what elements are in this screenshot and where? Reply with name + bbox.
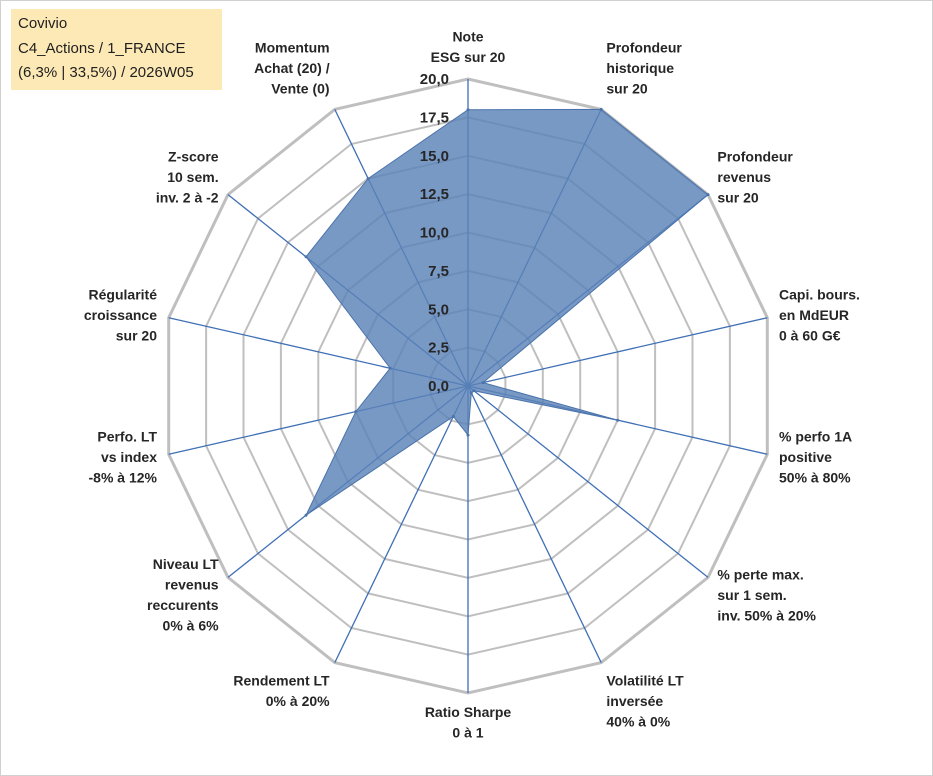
data-point [599,107,603,111]
axis-label-group: % perfo 1A positive 50% à 80% [779,429,852,486]
tick-label: 15,0 [420,148,449,165]
axis-label: % perfo 1A [779,429,852,445]
axis-label-group: Régularité croissance sur 20 [84,287,157,344]
legend-stats: (6,3% | 33,5%) / 2026W05 [18,64,194,81]
axis-label: Note [452,29,483,45]
tick-label: 20,0 [420,71,449,88]
axis-label: inversée [606,693,663,709]
axis-label-group: Ratio Sharpe 0 à 1 [425,704,512,741]
axis-label: 0 à 1 [452,725,483,741]
axis-label: inv. 2 à -2 [156,190,219,206]
tick-label: 12,5 [420,186,449,203]
axis-label: Vente (0) [271,81,329,97]
axis-label-group: Profondeur historique sur 20 [606,40,682,97]
axis-label-group: Perfo. LT vs index -8% à 12% [89,429,158,486]
axis-label-group: % perte max. sur 1 sem. inv. 50% à 20% [717,566,816,623]
axis-label: Volatilité LT [606,672,684,688]
data-point [451,414,455,418]
axis-label: sur 20 [717,190,758,206]
axis-label: reccurents [147,597,219,613]
data-point [469,391,473,395]
axis-label: Régularité [89,287,158,303]
axis-label: Profondeur [606,40,682,56]
axis-label: vs index [101,449,157,465]
axis-label-group: Momentum Achat (20) / Vente (0) [254,40,330,97]
data-point [706,193,710,197]
axis-label-group: Volatilité LT inversée 40% à 0% [606,672,684,729]
axis-label: sur 20 [116,328,157,344]
tick-label: 10,0 [420,225,449,242]
axis-label-group: Rendement LT 0% à 20% [233,672,330,709]
axis-label-group: Capi. bours. en MdEUR 0 à 60 G€ [779,287,860,344]
tick-label: 5,0 [428,301,449,318]
axis-spoke [467,385,602,663]
axis-label-group: Profondeur revenus sur 20 [717,149,793,206]
axis-label: sur 1 sem. [717,587,786,603]
axis-label: ESG sur 20 [431,49,506,65]
axis-spoke [334,385,469,663]
axis-label: % perte max. [717,566,803,582]
axis-label: historique [606,60,674,76]
data-point [354,410,358,414]
axis-label: Perfo. LT [97,429,157,445]
axis-label: inv. 50% à 20% [717,607,816,623]
radar-tick-labels: 0,0 2,5 5,0 7,5 10,0 12,5 15,0 17,5 20,0 [420,71,449,395]
axis-label: Capi. bours. [779,287,860,303]
axis-spoke [467,385,709,578]
data-point [304,513,308,517]
axis-label: 0 à 60 G€ [779,328,841,344]
legend-portfolio: C4_Actions / 1_FRANCE [18,40,186,57]
axis-label: Momentum [255,40,330,56]
data-point [388,366,392,370]
data-point [304,255,308,259]
series-area [304,108,709,517]
axis-spoke [467,317,768,387]
axis-label: revenus [717,169,771,185]
legend-company-name: Covivio [18,15,68,32]
axis-label: 0% à 20% [266,693,330,709]
axis-label: Profondeur [717,149,793,165]
radar-axis-labels: Note ESG sur 20 Profondeur historique sur 20… [84,29,860,741]
axis-label: Z-score [168,149,219,165]
data-point [466,108,470,112]
axis-label: en MdEUR [779,307,849,323]
data-point [466,433,470,437]
data-point [616,418,620,422]
axis-label: sur 20 [606,81,647,97]
axis-label-group: Z-score 10 sem. inv. 2 à -2 [156,149,219,206]
data-point [481,381,485,385]
axis-label: 10 sem. [167,169,218,185]
axis-label: Ratio Sharpe [425,704,512,720]
data-point [472,389,476,393]
tick-label: 2,5 [428,340,449,357]
axis-label-group: Niveau LT revenus reccurents 0% à 6% [147,556,219,634]
data-point [366,177,370,181]
axis-label: positive [779,449,832,465]
tick-label: 0,0 [428,378,449,395]
tick-label: 7,5 [428,263,449,280]
axis-label-group: Note ESG sur 20 [431,29,506,66]
axis-label: 40% à 0% [606,713,670,729]
radar-series [304,107,710,517]
chart-legend-box: Covivio C4_Actions / 1_FRANCE (6,3% | 33… [11,9,222,90]
axis-label: 50% à 80% [779,470,851,486]
axis-label: Niveau LT [153,556,219,572]
axis-label: Achat (20) / [254,60,330,76]
axis-label: -8% à 12% [89,470,158,486]
axis-label: Rendement LT [233,672,330,688]
axis-label: 0% à 6% [163,618,220,634]
axis-label: croissance [84,307,157,323]
axis-label: revenus [165,577,219,593]
tick-label: 17,5 [420,109,449,126]
